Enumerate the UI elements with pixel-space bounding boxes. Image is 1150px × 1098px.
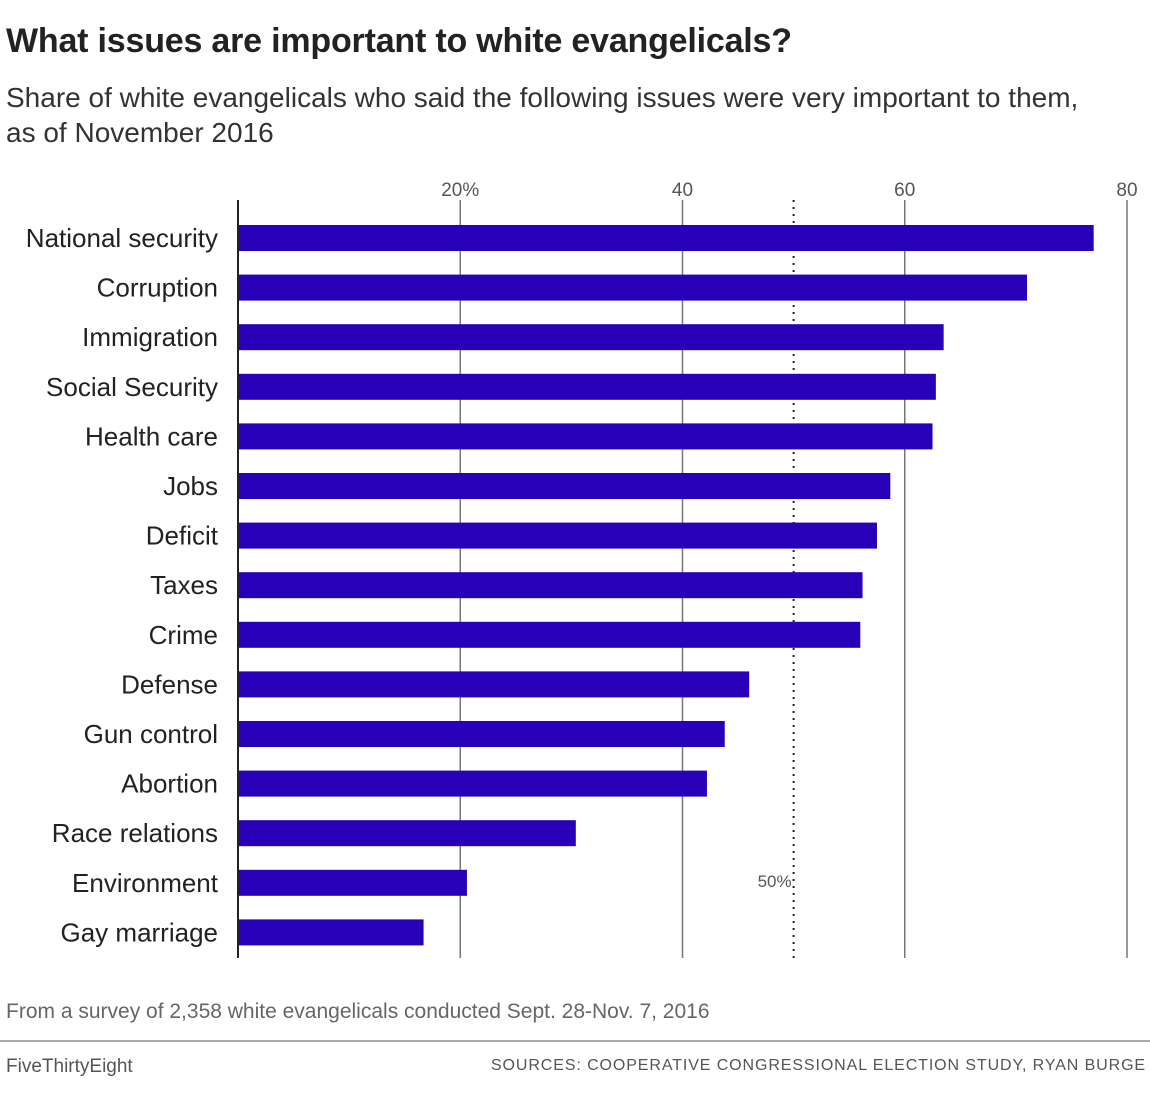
category-label: Race relations (52, 818, 218, 848)
bar (238, 324, 944, 351)
category-label: Social Security (46, 372, 218, 402)
bar (238, 721, 725, 747)
survey-footnote: From a survey of 2,358 white evangelical… (6, 1000, 710, 1023)
x-tick-label: 20% (441, 180, 479, 201)
reference-line-label: 50% (758, 872, 792, 891)
bar (238, 820, 576, 847)
category-label: Corruption (97, 273, 218, 303)
bar (238, 522, 877, 549)
footer-divider (0, 1040, 1150, 1042)
x-tick-label: 80 (1116, 180, 1137, 201)
category-label: Taxes (150, 570, 218, 600)
category-label: Crime (149, 620, 218, 650)
category-label: Jobs (163, 471, 218, 501)
category-label: Defense (121, 669, 218, 699)
category-label: Deficit (146, 521, 219, 551)
bar (238, 869, 467, 896)
bar-chart: 20% 40 60 80 National security Corruption Immi… (26, 180, 1138, 958)
bar (238, 423, 933, 450)
brand-credit: FiveThirtyEight (6, 1056, 133, 1077)
category-label: Health care (85, 421, 218, 451)
sources-credit: SOURCES: COOPERATIVE CONGRESSIONAL ELECT… (490, 1057, 1146, 1074)
category-label: Immigration (82, 322, 218, 352)
bar (238, 572, 863, 599)
category-label: National security (26, 223, 218, 253)
bar (238, 373, 936, 400)
x-tick-label: 60 (894, 180, 915, 201)
category-label: Gun control (84, 719, 218, 749)
chart-title: What issues are important to white evang… (6, 22, 792, 60)
x-tick-label: 40 (672, 180, 693, 201)
bar (238, 274, 1027, 301)
bar (238, 473, 891, 499)
category-label: Gay marriage (61, 917, 219, 947)
bar (238, 621, 861, 648)
category-label: Environment (72, 868, 219, 898)
category-label: Abortion (121, 769, 218, 799)
bar (238, 919, 424, 946)
bar (238, 671, 750, 698)
bar (238, 225, 1094, 251)
bar (238, 770, 707, 797)
chart-subtitle: Share of white evangelicals who said the… (6, 82, 1079, 148)
